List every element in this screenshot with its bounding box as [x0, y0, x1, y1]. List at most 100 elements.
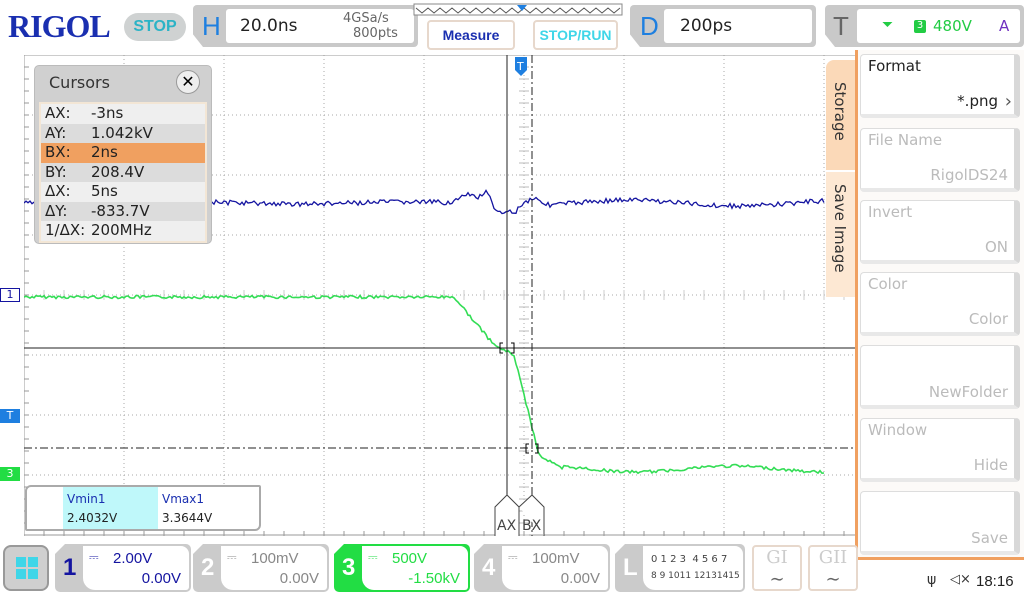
generator-1-button[interactable]: GI ∼: [752, 545, 802, 591]
generator-1-label: GI: [766, 547, 788, 568]
cursor-ax-tag: AX: [497, 518, 517, 534]
menu-item-value: RigolDS24: [930, 166, 1008, 184]
menu-item-label: Window: [868, 421, 928, 439]
mute-icon[interactable]: ◁×: [950, 572, 971, 587]
measure-button[interactable]: Measure: [427, 20, 515, 50]
generator-2-button[interactable]: GII ∼: [808, 545, 858, 591]
menu-item-value: Color: [968, 310, 1008, 328]
measurement-panel: Vmin1 2.4032V Vmax1 3.3644V: [25, 485, 261, 531]
channel-1-offset-marker[interactable]: 1: [0, 288, 20, 302]
trigger-position-label: T: [516, 60, 524, 73]
menu-item-color[interactable]: Color Color: [860, 272, 1020, 336]
dc-coupling-icon: ⎓: [227, 550, 237, 564]
logic-analyzer-button[interactable]: L 0 1 2 3 4 5 6 7 8 9 1011 12131415: [615, 544, 745, 592]
cursor-value: 208.4V: [91, 162, 145, 181]
menu-item-value: ON: [984, 238, 1008, 256]
logic-row-1: 0 1 2 3 4 5 6 7: [651, 554, 728, 565]
cursor-key: 1/ΔX:: [45, 221, 86, 239]
stop-run-button[interactable]: STOP/RUN: [533, 20, 618, 50]
horizontal-panel[interactable]: H 20.0ns 4GSa/s 800pts: [193, 5, 418, 47]
cursors-window: Cursors ✕ AX: -3ns AY: 1.042kV BX: 2ns BY: 208.…: [34, 65, 212, 244]
cursors-title: Cursors: [49, 73, 110, 92]
trigger-position-marker: [517, 5, 527, 11]
waveform-display[interactable]: AX BX T: [24, 55, 855, 536]
channel-offset: 0.00V: [279, 570, 319, 587]
chevron-right-icon: ›: [1004, 91, 1012, 112]
menu-item-newfolder[interactable]: NewFolder: [860, 345, 1020, 409]
cursor-value: 1.042kV: [91, 123, 153, 142]
channel-scale: 500V: [392, 550, 428, 567]
channel-3-button[interactable]: 3 ⎓ 500V -1.50kV: [334, 544, 470, 592]
measurement-value-1: 2.4032V: [67, 511, 118, 525]
menu-item-invert[interactable]: Invert ON: [860, 200, 1020, 264]
menu-item-save[interactable]: Save: [860, 491, 1020, 555]
delay-value: 200ps: [680, 16, 733, 36]
cursor-row: AY: 1.042kV: [41, 123, 205, 143]
menu-item-format[interactable]: Format *.png ›: [860, 54, 1020, 118]
tab-storage-label: Storage: [831, 82, 849, 141]
menu-item-file-name[interactable]: File Name RigolDS24: [860, 128, 1020, 192]
measurement-value-2: 3.3644V: [162, 511, 213, 525]
trigger-level: 480V: [933, 17, 972, 35]
sine-icon: ∼: [769, 569, 785, 590]
menu-item-value: NewFolder: [928, 383, 1008, 401]
trigger-panel[interactable]: T ⏷ 3 480V A: [825, 5, 1024, 47]
menu-item-label: Invert: [868, 203, 913, 221]
cursor-value: 5ns: [91, 182, 118, 200]
cursor-value: -3ns: [91, 104, 124, 122]
channel-1-button[interactable]: 1 ⎓ 2.00V 0.00V: [55, 544, 191, 592]
channel-3-trace: [24, 294, 825, 475]
waveform-memory-bar: [413, 3, 623, 16]
trigger-source-badge: 3: [914, 20, 926, 33]
menu-item-label: File Name: [868, 131, 943, 149]
apps-button[interactable]: [3, 545, 49, 591]
horizontal-label: H: [202, 11, 221, 41]
measurement-name-1: Vmin1: [67, 492, 106, 506]
timebase-value: 20.0ns: [240, 16, 298, 36]
channel-offset: 0.00V: [141, 570, 181, 587]
menu-item-value: Save: [971, 529, 1008, 547]
cursor-value: 2ns: [91, 143, 118, 161]
tab-save-image[interactable]: Save Image: [826, 172, 855, 297]
clock: 18:16: [976, 573, 1014, 590]
trigger-label: T: [833, 11, 849, 41]
sample-rate: 4GSa/s: [343, 11, 389, 26]
cursor-bx-tag: BX: [522, 518, 542, 534]
graticule: [24, 55, 855, 536]
close-icon[interactable]: ✕: [176, 70, 200, 94]
cursor-ab-tags: [494, 494, 545, 536]
menu-item-label: Color: [868, 275, 908, 293]
delay-panel[interactable]: D 200ps: [630, 5, 816, 47]
channel-number: 1: [63, 554, 77, 581]
channel-scale: 2.00V: [113, 550, 153, 567]
run-state-badge[interactable]: STOP: [124, 13, 186, 41]
channel-2-button[interactable]: 2 ⎓ 100mV 0.00V: [193, 544, 329, 592]
cursor-key: BY:: [45, 162, 67, 181]
cursor-row: ΔY: -833.7V: [41, 201, 205, 221]
channel-number: 2: [201, 554, 215, 581]
generator-2-label: GII: [818, 547, 848, 568]
trigger-level-marker[interactable]: T: [0, 409, 20, 423]
trigger-position-icon: [515, 57, 527, 76]
channel-number: 4: [482, 554, 496, 581]
usb-icon: ψ: [927, 572, 937, 588]
channel-offset: 0.00V: [560, 570, 600, 587]
cursor-value: 200MHz: [91, 221, 152, 239]
channel-offset: -1.50kV: [408, 570, 460, 587]
menu-item-label: Format: [868, 57, 921, 75]
menu-item-value: *.png: [957, 92, 998, 110]
channel-3-offset-marker[interactable]: 3: [0, 467, 20, 481]
tab-save-image-label: Save Image: [831, 184, 849, 273]
channel-scale: 100mV: [251, 550, 299, 567]
sine-icon: ∼: [825, 569, 841, 590]
menu-item-window[interactable]: Window Hide: [860, 418, 1020, 482]
logic-row-2: 8 9 1011 12131415: [651, 571, 740, 581]
rigol-logo: RIGOL: [8, 8, 111, 44]
cursor-row: ΔX: 5ns: [41, 182, 205, 202]
cursor-key: AX:: [45, 104, 71, 122]
channel-4-button[interactable]: 4 ⎓ 100mV 0.00V: [474, 544, 610, 592]
tab-storage[interactable]: Storage: [826, 60, 855, 170]
cursor-row: BY: 208.4V: [41, 162, 205, 182]
falling-edge-icon: ⏷: [882, 17, 894, 33]
dc-coupling-icon: ⎓: [89, 550, 99, 564]
